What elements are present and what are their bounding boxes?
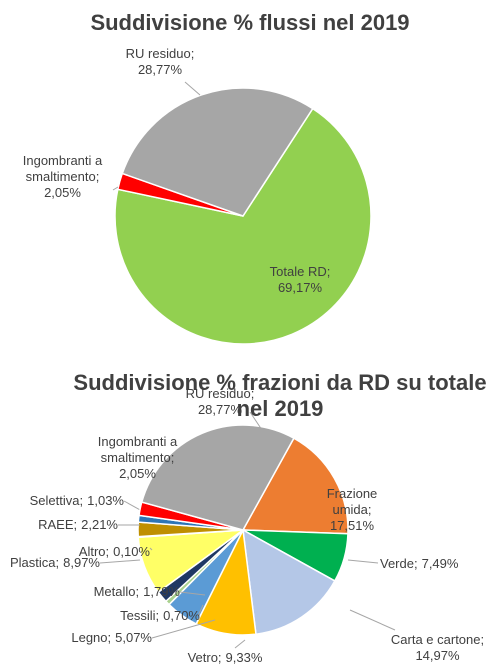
value-label: 69,17% <box>277 280 323 295</box>
value-label: 2,05% <box>44 185 81 200</box>
leader-line <box>179 591 206 596</box>
value-label: 9,33% <box>225 650 263 665</box>
leader-line <box>184 81 201 96</box>
category-label: RU residuo; <box>125 46 195 61</box>
leader-line <box>149 547 153 551</box>
category-label: RU residuo; <box>185 386 255 401</box>
leader-line <box>234 639 246 649</box>
pie-slice <box>241 437 349 535</box>
data-label: RAEE; 2,21% <box>0 517 118 533</box>
pie-slice <box>242 528 336 636</box>
data-label: Tessili; 0,70% <box>80 608 200 624</box>
chart-title: Suddivisione % flussi nel 2019 <box>90 10 410 35</box>
value-label: 28,77% <box>137 62 183 77</box>
category-label: Vetro; <box>187 650 222 665</box>
category-label: Altro; <box>78 544 110 559</box>
data-label: Altro; 0,10% <box>40 544 150 560</box>
data-label: Selettiva; 1,03% <box>0 493 124 509</box>
value-label: 8,97% <box>63 555 100 570</box>
pie-slice <box>140 424 295 531</box>
data-label: Metallo; 1,79% <box>60 584 180 600</box>
category-label: Ingombranti a smaltimento; <box>97 434 178 465</box>
value-label: 5,07% <box>115 630 152 645</box>
leader-line <box>347 559 379 564</box>
category-label: Frazione umida; <box>326 486 378 517</box>
category-label: Metallo; <box>93 584 140 599</box>
category-label: Ingombranti a smaltimento; <box>22 153 103 184</box>
value-label: 1,03% <box>87 493 124 508</box>
pie-slice <box>121 87 314 217</box>
category-label: Tessili; <box>120 608 160 623</box>
category-label: RAEE; <box>38 517 78 532</box>
category-label: Plastica; <box>9 555 60 570</box>
data-label: Legno; 5,07% <box>42 630 152 646</box>
value-label: 2,21% <box>81 517 118 532</box>
data-label: RU residuo; 28,77% <box>100 46 220 78</box>
chart-title: Suddivisione % frazioni da RD su totale … <box>73 370 487 421</box>
value-label: 17,51% <box>329 518 375 533</box>
data-label: Vetro; 9,33% <box>170 650 280 666</box>
data-label: Totale RD; 69,17% <box>240 264 360 296</box>
data-label: Plastica; 8,97% <box>0 555 100 571</box>
leader-line <box>112 186 119 191</box>
leader-line <box>123 500 143 512</box>
value-label: 1,79% <box>143 584 180 599</box>
leader-line <box>349 609 396 631</box>
data-label: Carta e cartone; 14,97% <box>380 632 495 664</box>
value-label: 0,10% <box>113 544 150 559</box>
category-label: Verde; <box>380 556 418 571</box>
data-label: Ingombranti a smaltimento; 2,05% <box>5 153 120 201</box>
leader-line <box>249 411 263 431</box>
leader-line <box>197 604 204 617</box>
data-label: Ingombranti a smaltimento; 2,05% <box>80 434 195 482</box>
pie-slice <box>114 107 372 345</box>
leader-line <box>99 559 141 564</box>
value-label: 2,05% <box>119 466 156 481</box>
value-label: 14,97% <box>415 648 460 663</box>
value-label: 7,49% <box>421 556 459 571</box>
value-label: 0,70% <box>163 608 200 623</box>
data-label: Frazione umida; 17,51% <box>312 486 392 534</box>
category-label: Selettiva; <box>29 493 84 508</box>
category-label: Totale RD; <box>269 264 331 279</box>
category-label: Legno; <box>71 630 112 645</box>
data-label: RU residuo; 28,77% <box>165 386 275 418</box>
value-label: 28,77% <box>197 402 243 417</box>
category-label: Carta e cartone; <box>390 632 485 647</box>
leader-line <box>151 619 216 639</box>
data-label: Verde; 7,49% <box>380 556 490 572</box>
